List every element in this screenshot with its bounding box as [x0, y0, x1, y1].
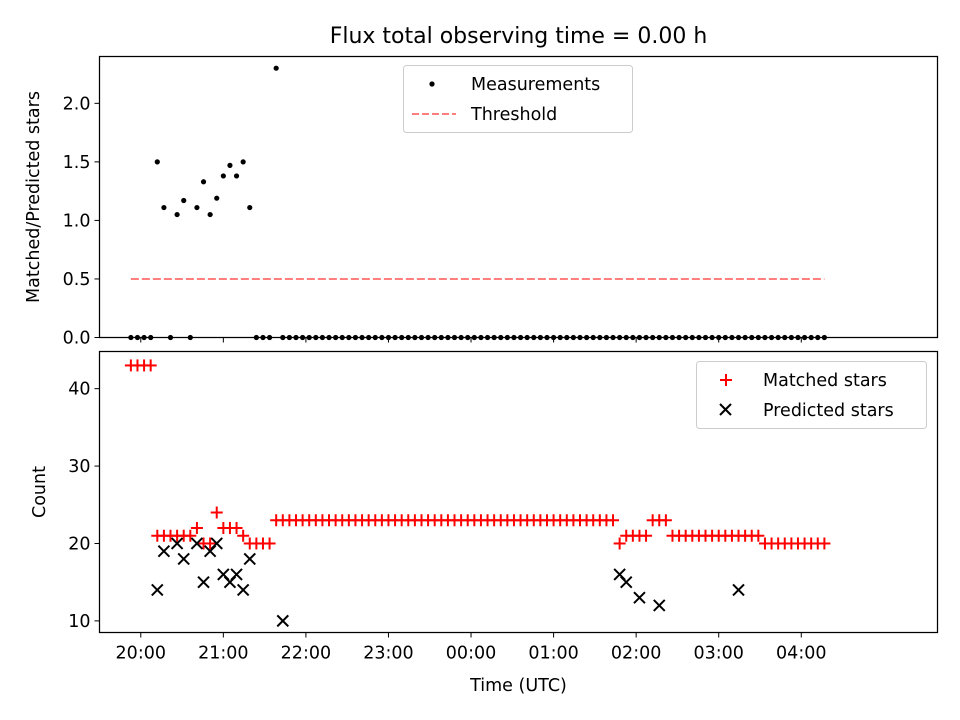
- matched-stars-point: [144, 359, 157, 372]
- bottom-axes-frame: [98, 350, 939, 634]
- measurements-point: [194, 204, 200, 211]
- x-tick-label: 03:00: [693, 644, 743, 664]
- x-tick-label: 21:00: [198, 644, 248, 664]
- top-y-ticks: 0.0 0.5 1.0 1.5 2.0: [63, 94, 100, 349]
- legend-label-matched: Matched stars: [763, 371, 887, 391]
- predicted-stars-point: [190, 537, 204, 550]
- legend-label-threshold: Threshold: [470, 105, 557, 125]
- matched-stars-point: [752, 529, 765, 542]
- predicted-stars-point: [243, 552, 256, 566]
- matched-stars-point: [659, 514, 672, 527]
- predicted-stars-point: [653, 599, 666, 612]
- x-tick-label: 04:00: [776, 644, 826, 664]
- measurements-point: [214, 195, 220, 201]
- top-y-tick-label: 2.0: [63, 94, 91, 114]
- predicted-stars-point: [633, 591, 646, 604]
- predicted-stars-point: [210, 537, 223, 550]
- x-axis-label: Time (UTC): [469, 676, 567, 696]
- measurements-point: [174, 211, 180, 218]
- predicted-stars-point: [197, 575, 210, 589]
- top-y-tick-label: 1.5: [63, 153, 91, 173]
- top-panel: 0.00.51.01.52.0 Matched/Predicted stars …: [24, 55, 939, 349]
- x-tick-label: 22:00: [281, 644, 331, 664]
- bottom-panel: 10 20 30 40 20:00 21:00 22:00 23:00 00:00 01:00 0…: [30, 350, 939, 696]
- top-y-tick-label: 1.0: [63, 211, 91, 231]
- matched-stars-point: [640, 529, 653, 542]
- measurements-point: [247, 204, 253, 211]
- matched-stars-point: [230, 521, 243, 534]
- x-tick-label: 23:00: [363, 644, 413, 664]
- matched-stars-point: [263, 537, 276, 550]
- top-y-tick-label: 0.5: [63, 270, 91, 290]
- measurements-point: [207, 211, 213, 218]
- measurements-point: [161, 204, 167, 211]
- top-axes-frame: [98, 55, 939, 339]
- measurements-point: [220, 173, 226, 179]
- matched-stars-point: [184, 529, 197, 542]
- matched-stars-point: [613, 537, 626, 550]
- bottom-legend-box: [696, 361, 927, 429]
- measurements-point: [181, 197, 187, 204]
- predicted-stars-point: [157, 545, 171, 558]
- measurements-point: [233, 173, 240, 179]
- bottom-y-tick-label: 40: [68, 380, 90, 400]
- matched-stars-point: [607, 514, 620, 527]
- x-tick-label: 01:00: [528, 644, 578, 664]
- bottom-y-axis-label: Count: [30, 466, 50, 518]
- predicted-stars-point: [230, 568, 243, 581]
- top-legend-box: [403, 65, 633, 133]
- bottom-y-ticks: 10 20 30 40: [68, 380, 100, 632]
- matched-legend-marker: [720, 374, 732, 386]
- matched-stars-point: [190, 521, 203, 534]
- measurements-point: [154, 159, 160, 165]
- bottom-y-tick-label: 10: [68, 612, 90, 632]
- top-legend: Measurements Threshold: [403, 65, 633, 133]
- measurements-point: [240, 159, 246, 165]
- top-y-tick-label: 0.0: [63, 329, 91, 349]
- bottom-y-tick-label: 30: [68, 457, 90, 477]
- matched-stars-point: [818, 537, 831, 550]
- legend-label-measurements: Measurements: [471, 75, 600, 95]
- bottom-legend: Matched stars Predicted stars: [696, 361, 927, 429]
- predicted-stars-point: [236, 583, 250, 597]
- predicted-stars-point: [276, 614, 289, 628]
- matched-stars-point: [237, 529, 250, 542]
- bottom-y-tick-label: 20: [68, 534, 90, 554]
- measurements-point: [273, 65, 279, 71]
- bottom-plot-marks: [124, 359, 831, 628]
- predicted-stars-point: [177, 552, 190, 566]
- x-tick-label: 20:00: [116, 644, 166, 664]
- top-x-ticks: [140, 337, 802, 343]
- x-tick-label: 00:00: [446, 644, 496, 664]
- bottom-x-ticks: 20:00 21:00 22:00 23:00 00:00 01:00 02:00 03:00…: [116, 632, 826, 664]
- predicted-stars-point: [620, 575, 633, 589]
- predicted-stars-point: [151, 583, 164, 597]
- predicted-legend-marker: [719, 403, 732, 416]
- predicted-stars-point: [732, 583, 745, 597]
- top-y-axis-label: Matched/Predicted stars: [24, 91, 44, 303]
- measurements-legend-marker: [429, 81, 435, 87]
- figure-title: Flux total observing time = 0.00 h: [330, 24, 708, 49]
- matched-stars-point: [210, 506, 223, 519]
- predicted-stars-point: [170, 537, 184, 550]
- x-tick-label: 02:00: [611, 644, 661, 664]
- measurements-point: [227, 162, 233, 168]
- legend-label-predicted: Predicted stars: [763, 401, 894, 421]
- matched-stars-point: [204, 537, 217, 550]
- measurements-point: [200, 179, 207, 185]
